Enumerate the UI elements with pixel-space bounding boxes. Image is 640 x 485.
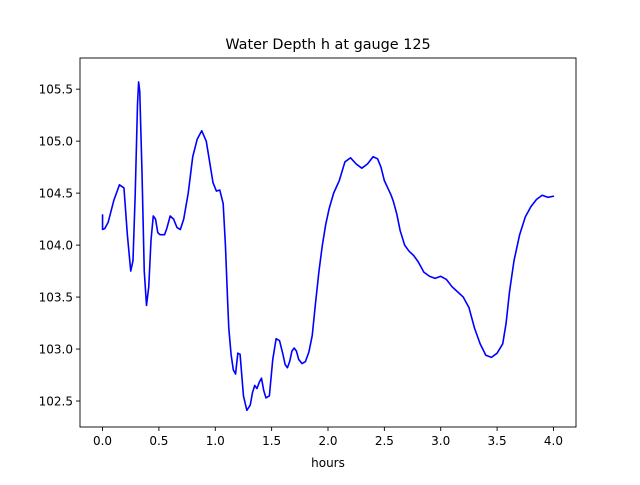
y-tick-label: 105.0 — [39, 135, 73, 149]
y-tick-label: 104.5 — [39, 187, 73, 201]
x-tick-label: 2.0 — [318, 434, 337, 448]
x-tick-label: 2.5 — [375, 434, 394, 448]
series-line-0 — [101, 81, 555, 412]
x-tick-label: 1.5 — [262, 434, 281, 448]
y-tick-label: 102.5 — [39, 395, 73, 409]
y-tick-label: 105.5 — [39, 83, 73, 97]
x-tick-label: 0.5 — [149, 434, 168, 448]
y-tick-label: 103.0 — [39, 343, 73, 357]
x-tick-label: 3.5 — [488, 434, 507, 448]
y-tick-label: 104.0 — [39, 239, 73, 253]
x-tick-label: 4.0 — [544, 434, 563, 448]
x-tick-label: 3.0 — [431, 434, 450, 448]
x-axis-label: hours — [311, 456, 345, 470]
x-tick-label: 1.0 — [206, 434, 225, 448]
x-tick-label: 0.0 — [93, 434, 112, 448]
y-tick-label: 103.5 — [39, 291, 73, 305]
chart-title: Water Depth h at gauge 125 — [225, 37, 430, 53]
